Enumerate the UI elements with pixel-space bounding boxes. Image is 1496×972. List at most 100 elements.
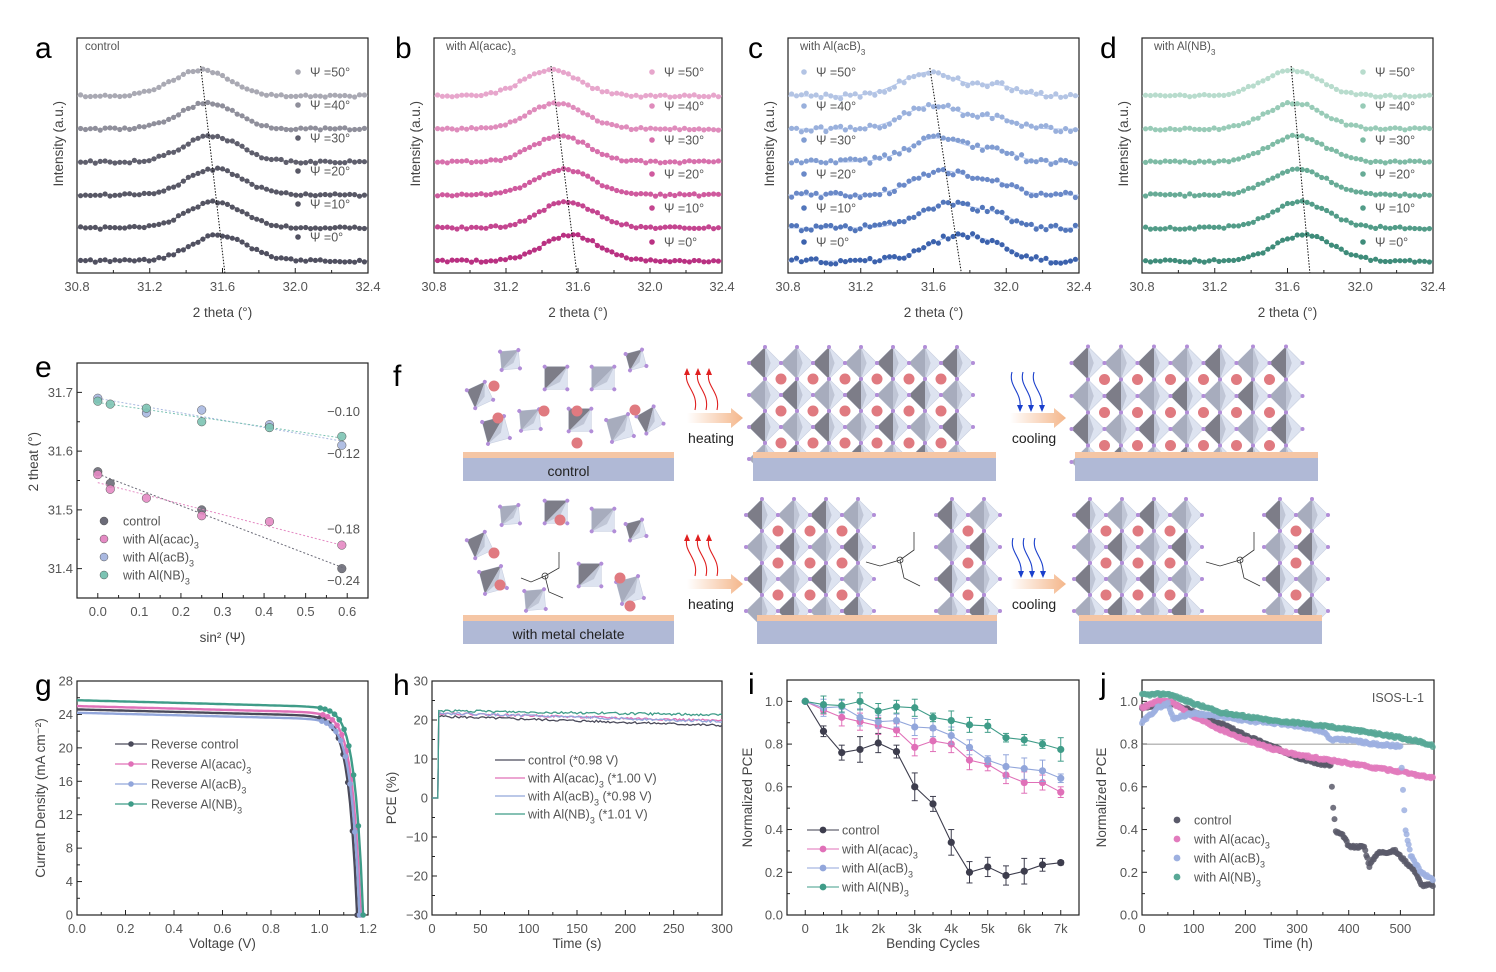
data-point: [686, 259, 693, 265]
data-point: [1402, 159, 1408, 165]
data-point: [1206, 258, 1212, 264]
octahedron: [811, 345, 847, 381]
data-point: [560, 199, 567, 205]
data-point: [1187, 159, 1193, 165]
data-point: [1260, 111, 1266, 117]
data-point: [847, 257, 853, 263]
data-point: [916, 247, 922, 253]
halide-atom: [1104, 545, 1108, 549]
data-point: [312, 125, 318, 131]
halide-atom: [1278, 529, 1282, 533]
data-point: [439, 93, 445, 99]
data-point: [195, 100, 201, 106]
halide-atom: [1152, 561, 1156, 565]
data-point: [856, 745, 864, 754]
data-point: [1328, 83, 1335, 90]
octahedron-shade: [941, 379, 957, 411]
data-point: [930, 206, 937, 212]
data-point: [1057, 859, 1065, 867]
octahedron-shade: [829, 379, 835, 411]
data-point: [862, 222, 868, 228]
data-point: [87, 225, 93, 231]
data-point: [599, 214, 605, 220]
octahedron: [1072, 497, 1108, 533]
halide-atom: [950, 593, 954, 597]
octahedron-shade: [749, 411, 765, 443]
data-point: [1245, 120, 1251, 126]
data-point: [105, 484, 115, 494]
octahedron-shade: [1106, 563, 1122, 595]
halide-atom: [1136, 545, 1140, 549]
data-point: [604, 184, 610, 190]
data-point: [317, 257, 323, 263]
data-point: [1067, 227, 1074, 233]
data-point: [1343, 217, 1349, 223]
octahedron-shade: [1286, 412, 1292, 446]
data-point: [1053, 128, 1059, 134]
octahedron: [779, 409, 815, 445]
data-point: [156, 221, 162, 227]
data-point: [984, 176, 990, 183]
data-point: [1373, 158, 1379, 164]
data-point: [1338, 118, 1344, 125]
data-point: [151, 87, 157, 93]
data-point: [818, 224, 824, 230]
halide-atom: [1294, 577, 1298, 581]
data-point: [127, 257, 133, 263]
data-point: [1226, 223, 1232, 229]
data-point: [268, 125, 274, 131]
data-point: [1196, 158, 1202, 164]
data-point: [303, 224, 309, 231]
data-point: [219, 103, 226, 109]
halide-atom: [1185, 344, 1189, 349]
octahedron: [1262, 497, 1298, 533]
data-point: [239, 143, 245, 149]
data-point: [1387, 159, 1393, 165]
legend-label: Reverse Al(NB)3: [151, 798, 242, 816]
data-point: [185, 105, 191, 112]
octahedron-shade: [957, 347, 963, 379]
halide-atom: [1120, 561, 1124, 565]
panel-letter: a: [35, 32, 52, 65]
legend-label: Reverse Al(acac)3: [151, 758, 251, 776]
octahedron-shade: [1074, 499, 1090, 531]
data-point: [813, 125, 819, 131]
data-point: [856, 697, 864, 705]
data-point: [97, 192, 103, 198]
data-point: [1014, 155, 1020, 161]
halide-atom: [491, 397, 496, 402]
data-point: [332, 126, 338, 132]
data-point: [921, 72, 927, 78]
data-point: [205, 133, 211, 139]
data-point: [278, 92, 284, 98]
halide-atom: [1069, 460, 1074, 464]
data-point: [965, 201, 971, 207]
halide-atom: [542, 521, 547, 526]
data-point: [517, 254, 523, 260]
data-point: [1387, 92, 1393, 98]
data-point: [1289, 101, 1295, 107]
data-point: [322, 191, 328, 198]
data-point: [1294, 133, 1300, 139]
data-point: [648, 125, 654, 131]
halide-atom: [1104, 609, 1108, 613]
y-axis-label: Intensity (a.u.): [1116, 101, 1131, 187]
octahedron-shade: [941, 411, 957, 443]
data-point: [1211, 160, 1217, 166]
halide-atom: [1310, 497, 1314, 501]
cation: [1165, 440, 1176, 451]
data-point: [468, 92, 475, 98]
data-point: [1363, 190, 1369, 196]
octahedron-shade: [845, 347, 861, 379]
octahedron-shade: [1121, 346, 1127, 380]
data-point: [283, 159, 289, 165]
data-point: [706, 126, 712, 132]
halide-atom: [651, 404, 656, 409]
substrate: [1079, 621, 1322, 644]
data-point: [527, 109, 533, 115]
halide-atom: [843, 393, 847, 397]
data-point: [283, 126, 289, 133]
cation: [775, 437, 787, 449]
halide-atom: [875, 425, 879, 429]
data-point: [1265, 213, 1271, 219]
